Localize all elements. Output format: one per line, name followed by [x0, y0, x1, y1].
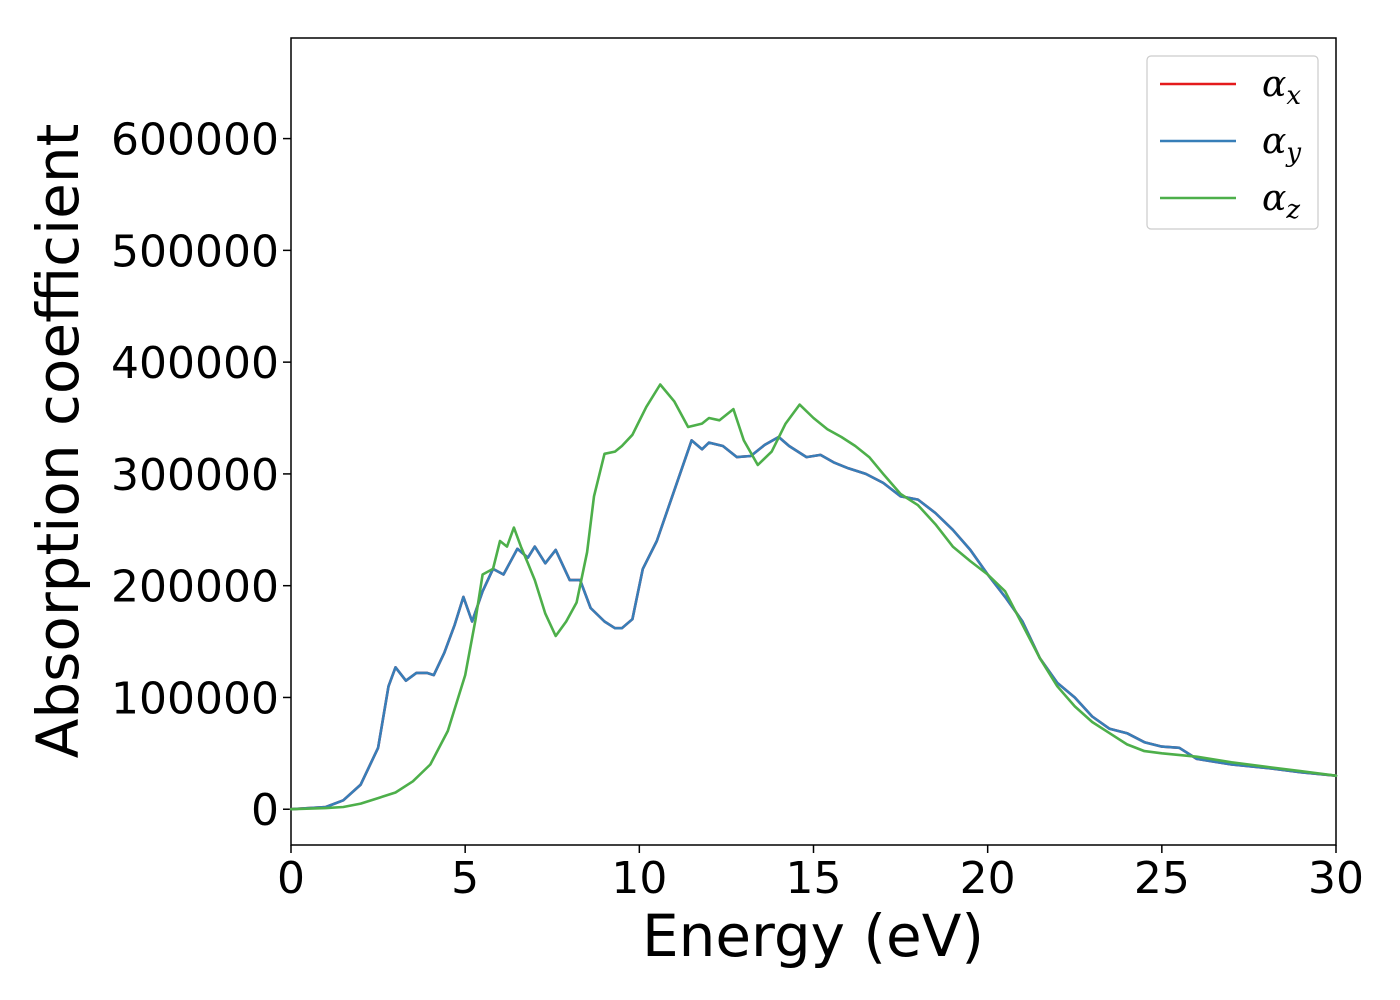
x-tick-label: 0 [277, 853, 305, 904]
y-tick-label: 300000 [111, 450, 279, 501]
y-axis-title: Absorption coefficient [24, 124, 92, 759]
legend-label-alpha-x: αx [1262, 64, 1301, 111]
legend-symbol: α [1262, 178, 1286, 219]
series-line-alpha-z [289, 383, 1338, 811]
y-tick-label: 0 [251, 785, 279, 836]
legend-label-alpha-z: αz [1262, 178, 1300, 225]
x-tick-label: 15 [786, 853, 842, 904]
y-tick-label: 500000 [111, 226, 279, 277]
legend-subscript: x [1286, 81, 1301, 111]
x-axis: 0 5 10 15 20 25 30 [277, 845, 1364, 904]
y-tick-label: 400000 [111, 338, 279, 389]
series-line-alpha-y [289, 435, 1338, 811]
x-axis-title: Energy (eV) [642, 902, 984, 970]
y-tick-label: 600000 [111, 115, 279, 166]
y-tick-label: 100000 [111, 673, 279, 724]
legend-symbol: α [1262, 121, 1286, 162]
legend-subscript: y [1285, 138, 1301, 168]
y-tick-label: 200000 [111, 562, 279, 613]
legend-frame [1146, 55, 1319, 230]
legend-label-alpha-y: αy [1262, 121, 1301, 168]
legend-symbol: α [1262, 64, 1286, 105]
legend-subscript: z [1285, 195, 1300, 225]
x-tick-label: 25 [1134, 853, 1190, 904]
x-tick-label: 10 [611, 853, 667, 904]
x-tick-label: 20 [960, 853, 1016, 904]
x-tick-label: 5 [451, 853, 479, 904]
x-tick-label: 30 [1308, 853, 1364, 904]
y-axis: 0 100000 200000 300000 400000 500000 600000 [111, 115, 291, 836]
series-layer [289, 383, 1338, 811]
